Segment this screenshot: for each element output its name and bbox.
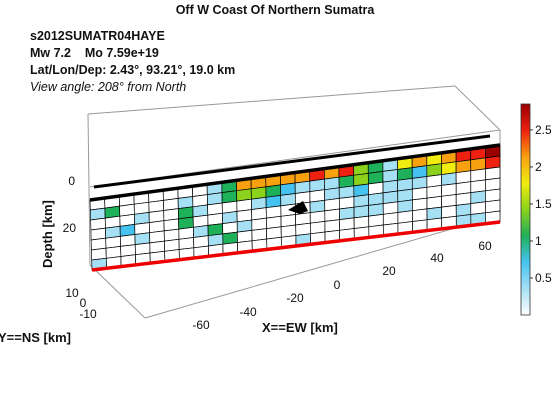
- slip-cell: [412, 197, 428, 212]
- slip-cell: [455, 203, 472, 217]
- y-axis-label: Y==NS [km]: [0, 330, 71, 345]
- slip-cell: [441, 172, 457, 186]
- slip-cell: [485, 177, 501, 192]
- colorbar-tick-label: 0.5: [535, 271, 552, 285]
- slip-cell: [470, 168, 486, 183]
- slip-cell: [324, 219, 340, 233]
- slip-grid: [89, 144, 501, 271]
- slip-cell: [382, 190, 399, 204]
- slip-cell: [426, 195, 442, 210]
- y-tick-label: 10: [65, 286, 79, 300]
- slip-cell: [382, 169, 398, 183]
- x-axis-label: X==EW [km]: [262, 320, 338, 335]
- slip-cell: [455, 192, 472, 206]
- x-tick-label: 20: [382, 264, 396, 278]
- slip-cell: [339, 206, 355, 220]
- slip-cell: [441, 194, 457, 208]
- magnitude-moment: Mw 7.2 Mo 7.59e+19: [30, 46, 159, 60]
- fault-bottom-edge: [91, 220, 501, 272]
- slip-cell: [295, 222, 311, 236]
- slip-cell: [485, 188, 501, 203]
- slip-cell: [441, 205, 457, 219]
- slip-cell: [236, 230, 253, 243]
- slip-cell: [178, 237, 195, 250]
- x-tick-labels: -60 -40 -20 0 20 40 60: [192, 239, 492, 332]
- y-tick-labels: 100-10: [65, 286, 97, 321]
- depth-tick-label: 20: [63, 221, 77, 235]
- fault-top-trace: [93, 134, 491, 189]
- slip-cell: [485, 199, 501, 214]
- box-edge-back-right: [454, 85, 501, 131]
- x-tick-label: 0: [334, 278, 341, 292]
- view-angle: View angle: 208° from North: [30, 80, 186, 94]
- depth-tick-labels: 0 20: [63, 174, 77, 235]
- slip-cell: [412, 208, 428, 222]
- colorbar-tick-label: 1: [535, 234, 542, 248]
- slip-cell: [470, 190, 486, 204]
- depth-tick-label: 0: [68, 174, 75, 188]
- slip-cell: [382, 212, 399, 226]
- slip-cell: [222, 231, 238, 245]
- colorbar-tick-labels: 2.5 2 1.5 1 0.5: [530, 123, 552, 285]
- colorbar-tick-label: 2: [535, 160, 542, 174]
- slip-cell: [426, 206, 443, 221]
- x-tick-label: -40: [239, 305, 257, 319]
- hypocenter-star-icon: [288, 201, 308, 214]
- box-edge-top-back: [87, 85, 456, 115]
- slip-cell: [411, 176, 428, 190]
- colorbar-tick-label: 2.5: [535, 123, 552, 137]
- colorbar-tick-label: 1.5: [535, 197, 552, 211]
- chart-title: Off W Coast Of Northern Sumatra: [176, 3, 376, 17]
- slip-cell: [470, 201, 486, 215]
- x-tick-label: -60: [192, 318, 210, 332]
- y-tick-label: -10: [79, 307, 97, 321]
- depth-axis-label: Depth [km]: [40, 200, 55, 268]
- fault-top-edge: [89, 143, 501, 202]
- slip-cell: [266, 226, 282, 240]
- slip-cell: [470, 179, 486, 193]
- box-edge-base-left: [89, 264, 146, 319]
- slip-cell: [236, 219, 253, 233]
- slip-cell: [426, 185, 442, 199]
- y-tick-label: 0: [80, 296, 87, 310]
- slip-cell: [397, 199, 413, 213]
- slip-cell: [368, 181, 384, 196]
- colorbar: [520, 103, 531, 316]
- event-id: s2012SUMATR04HAYE: [30, 29, 165, 43]
- x-tick-label: 40: [430, 251, 444, 265]
- slip-cell: [441, 183, 457, 197]
- location-depth: Lat/Lon/Dep: 2.43°, 93.21°, 19.0 km: [30, 63, 235, 77]
- box-edge-base-front: [144, 214, 501, 319]
- x-tick-label: -20: [286, 291, 304, 305]
- slip-cell: [411, 186, 428, 201]
- slip-cell: [397, 210, 413, 224]
- slip-cell: [353, 215, 370, 229]
- box-edge-left: [87, 113, 91, 266]
- x-tick-label: 60: [478, 239, 492, 253]
